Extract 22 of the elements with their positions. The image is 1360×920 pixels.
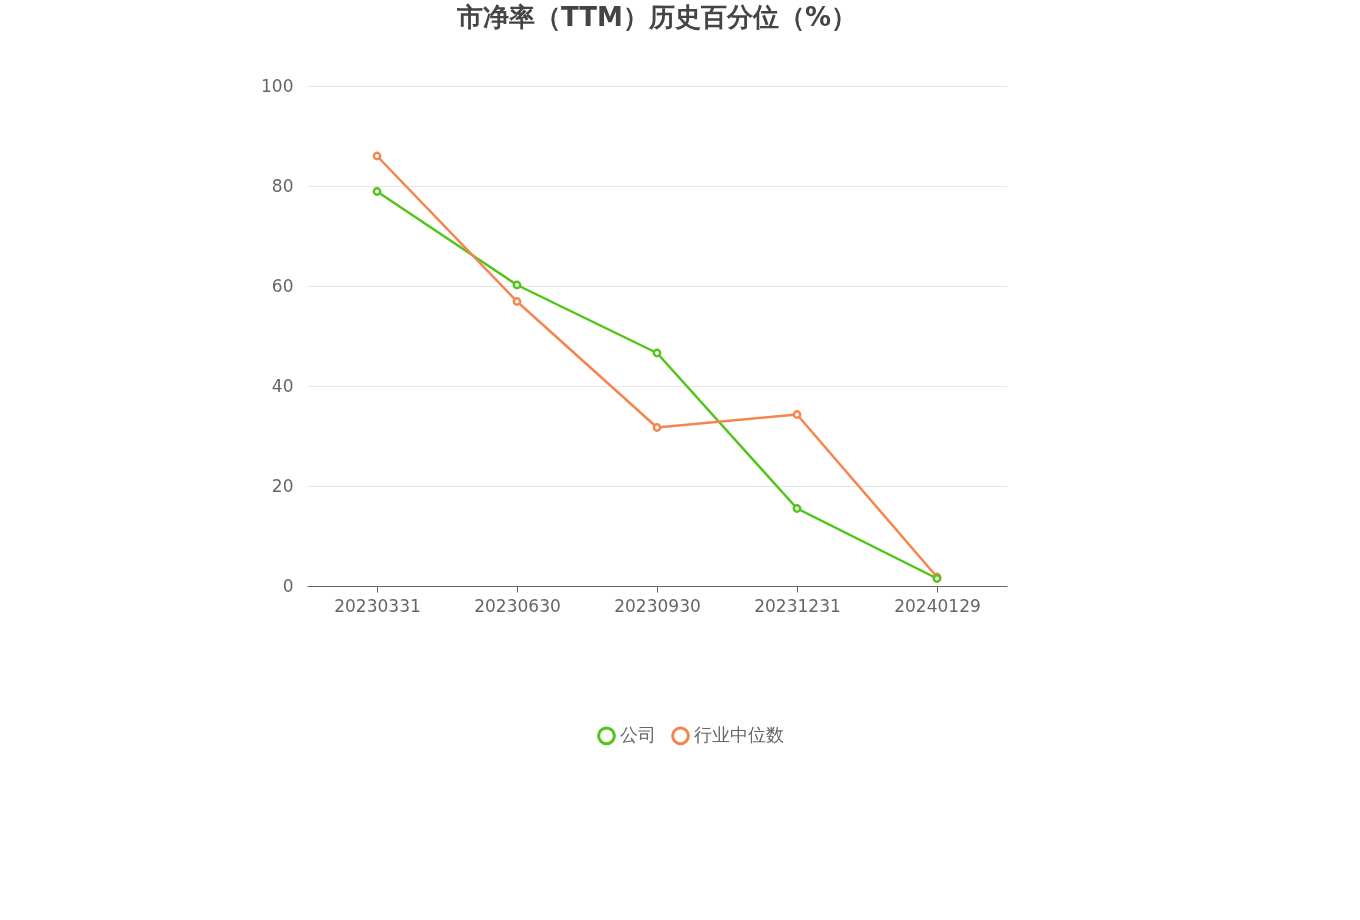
y-tick-label: 20 — [271, 475, 294, 496]
legend-label: 公司 — [620, 723, 656, 745]
y-tick-label: 100 — [261, 75, 294, 96]
point — [512, 280, 522, 290]
point — [372, 151, 382, 161]
point — [792, 504, 802, 513]
y-tick-label: 0 — [282, 575, 294, 596]
x-tick-label: 20230630 — [474, 595, 561, 616]
point — [652, 348, 662, 358]
x-tick-label: 20230930 — [614, 595, 701, 616]
point — [512, 297, 522, 306]
legend-label: 行业中位数 — [694, 723, 784, 745]
x-tick-label: 20230331 — [334, 595, 421, 616]
point — [792, 410, 802, 419]
y-tick-label: 80 — [271, 175, 294, 196]
chart-title: 市净率（TTM）历史百分位（%） — [456, 2, 857, 32]
x-tick-label: 20231231 — [754, 595, 841, 616]
y-tick-label: 60 — [271, 275, 294, 296]
y-tick-label: 40 — [271, 375, 294, 396]
point — [652, 423, 662, 432]
x-tick-label: 20240129 — [894, 595, 981, 616]
point — [372, 187, 382, 196]
